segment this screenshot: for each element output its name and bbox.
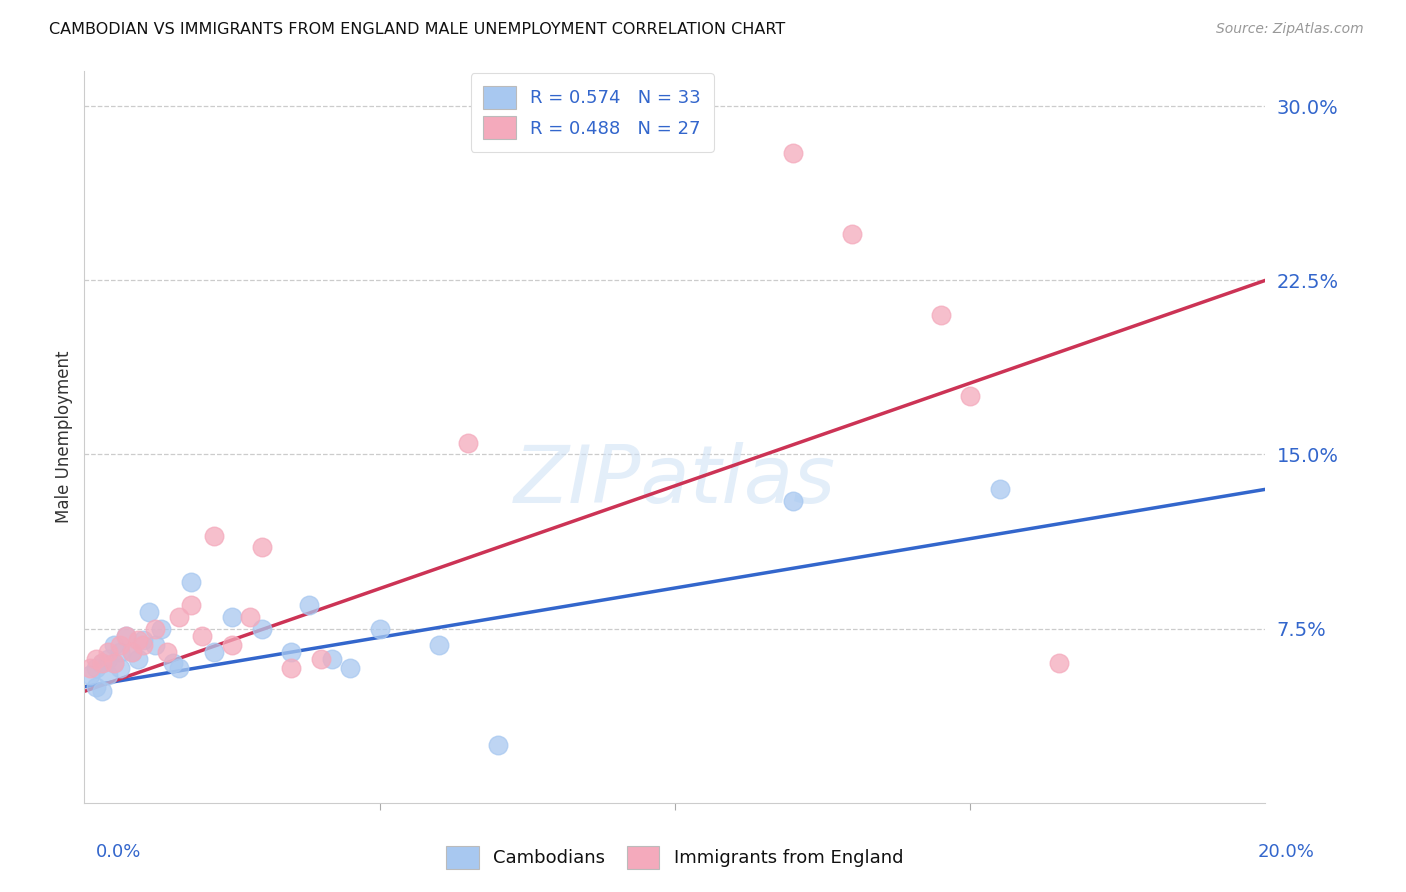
Point bbox=[167, 661, 190, 675]
Point bbox=[221, 610, 243, 624]
Point bbox=[486, 738, 509, 752]
Point bbox=[108, 645, 131, 659]
Point bbox=[121, 645, 143, 659]
Point bbox=[108, 638, 131, 652]
Point bbox=[79, 668, 101, 682]
Point bbox=[114, 629, 136, 643]
Point bbox=[121, 645, 143, 659]
Point bbox=[959, 389, 981, 403]
Text: Source: ZipAtlas.com: Source: ZipAtlas.com bbox=[1216, 22, 1364, 37]
Y-axis label: Male Unemployment: Male Unemployment bbox=[55, 351, 73, 524]
Point bbox=[79, 661, 101, 675]
Point bbox=[143, 622, 166, 636]
Point bbox=[280, 661, 302, 675]
Legend: Cambodians, Immigrants from England: Cambodians, Immigrants from England bbox=[433, 833, 917, 881]
Point bbox=[108, 661, 131, 675]
Point bbox=[339, 661, 361, 675]
Point bbox=[782, 494, 804, 508]
Point bbox=[84, 652, 107, 666]
Point bbox=[132, 633, 155, 648]
Point bbox=[191, 629, 214, 643]
Point bbox=[127, 633, 149, 648]
Point bbox=[162, 657, 184, 671]
Point bbox=[91, 657, 114, 671]
Point bbox=[782, 145, 804, 160]
Point bbox=[156, 645, 179, 659]
Point bbox=[127, 652, 149, 666]
Point bbox=[91, 657, 114, 671]
Point bbox=[97, 645, 120, 659]
Point bbox=[103, 638, 125, 652]
Point bbox=[841, 227, 863, 241]
Point bbox=[97, 652, 120, 666]
Text: 0.0%: 0.0% bbox=[96, 843, 141, 861]
Point bbox=[457, 436, 479, 450]
Point bbox=[309, 652, 332, 666]
Point bbox=[368, 622, 391, 636]
Point bbox=[988, 483, 1011, 497]
Point bbox=[1047, 657, 1070, 671]
Text: 20.0%: 20.0% bbox=[1258, 843, 1315, 861]
Point bbox=[150, 622, 173, 636]
Point bbox=[280, 645, 302, 659]
Point bbox=[167, 610, 190, 624]
Point bbox=[202, 645, 225, 659]
Point bbox=[239, 610, 262, 624]
Point bbox=[250, 541, 273, 555]
Point bbox=[132, 638, 155, 652]
Point bbox=[180, 575, 202, 590]
Text: CAMBODIAN VS IMMIGRANTS FROM ENGLAND MALE UNEMPLOYMENT CORRELATION CHART: CAMBODIAN VS IMMIGRANTS FROM ENGLAND MAL… bbox=[49, 22, 786, 37]
Point bbox=[91, 684, 114, 698]
Point bbox=[250, 622, 273, 636]
Point bbox=[221, 638, 243, 652]
Point bbox=[84, 661, 107, 675]
Point bbox=[929, 308, 952, 322]
Point bbox=[84, 680, 107, 694]
Point bbox=[180, 599, 202, 613]
Point bbox=[103, 657, 125, 671]
Point bbox=[427, 638, 450, 652]
Text: ZIPatlas: ZIPatlas bbox=[513, 442, 837, 520]
Point bbox=[143, 638, 166, 652]
Point bbox=[138, 606, 160, 620]
Point bbox=[103, 657, 125, 671]
Point bbox=[114, 629, 136, 643]
Point bbox=[298, 599, 321, 613]
Point bbox=[321, 652, 343, 666]
Point bbox=[97, 668, 120, 682]
Point bbox=[202, 529, 225, 543]
